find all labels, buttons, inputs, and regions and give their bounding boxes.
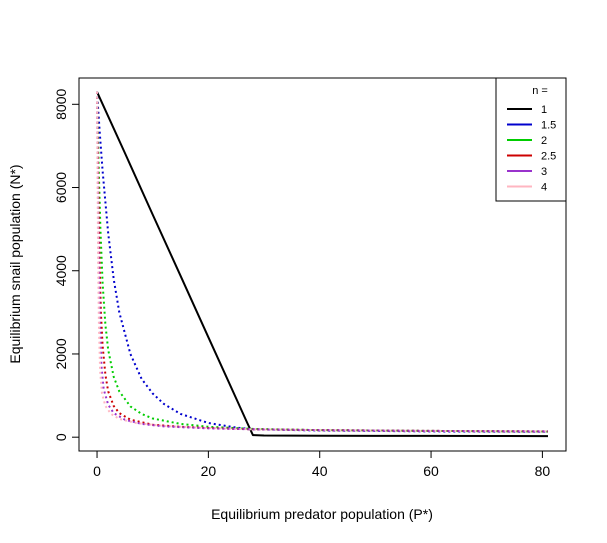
series-line-3 [96,91,549,433]
y-axis: 0 2000 4000 6000 8000 [53,89,79,441]
legend-label: 2 [541,135,547,147]
plot-frame [78,77,567,452]
legend: n = 1 1.5 2 2.5 3 4 [495,77,567,202]
y-tick-label: 8000 [53,89,69,120]
x-axis-title: Equilibrium predator population (P*) [211,506,433,522]
y-tick-label: 0 [53,433,69,441]
legend-title: n = [532,85,548,97]
series-line-4 [96,91,549,433]
legend-label: 3 [541,166,547,178]
y-tick-label: 6000 [53,172,69,203]
x-tick-label: 20 [201,463,217,479]
x-tick-label: 40 [312,463,328,479]
y-tick-label: 4000 [53,255,69,286]
legend-label: 2.5 [541,151,556,163]
y-tick-label: 2000 [53,338,69,369]
series-line-2 [96,91,549,433]
x-tick-label: 80 [535,463,551,479]
x-axis: 0 20 40 60 80 [93,451,550,479]
x-tick-label: 60 [423,463,439,479]
x-tick-label: 0 [93,463,101,479]
legend-items: 1 1.5 2 2.5 3 4 [507,104,556,194]
legend-label: 4 [541,182,547,194]
y-axis-title: Equilibrium snail population (N*) [7,164,23,363]
legend-label: 1 [541,104,547,116]
legend-label: 1.5 [541,120,556,132]
series-layer [96,91,549,438]
